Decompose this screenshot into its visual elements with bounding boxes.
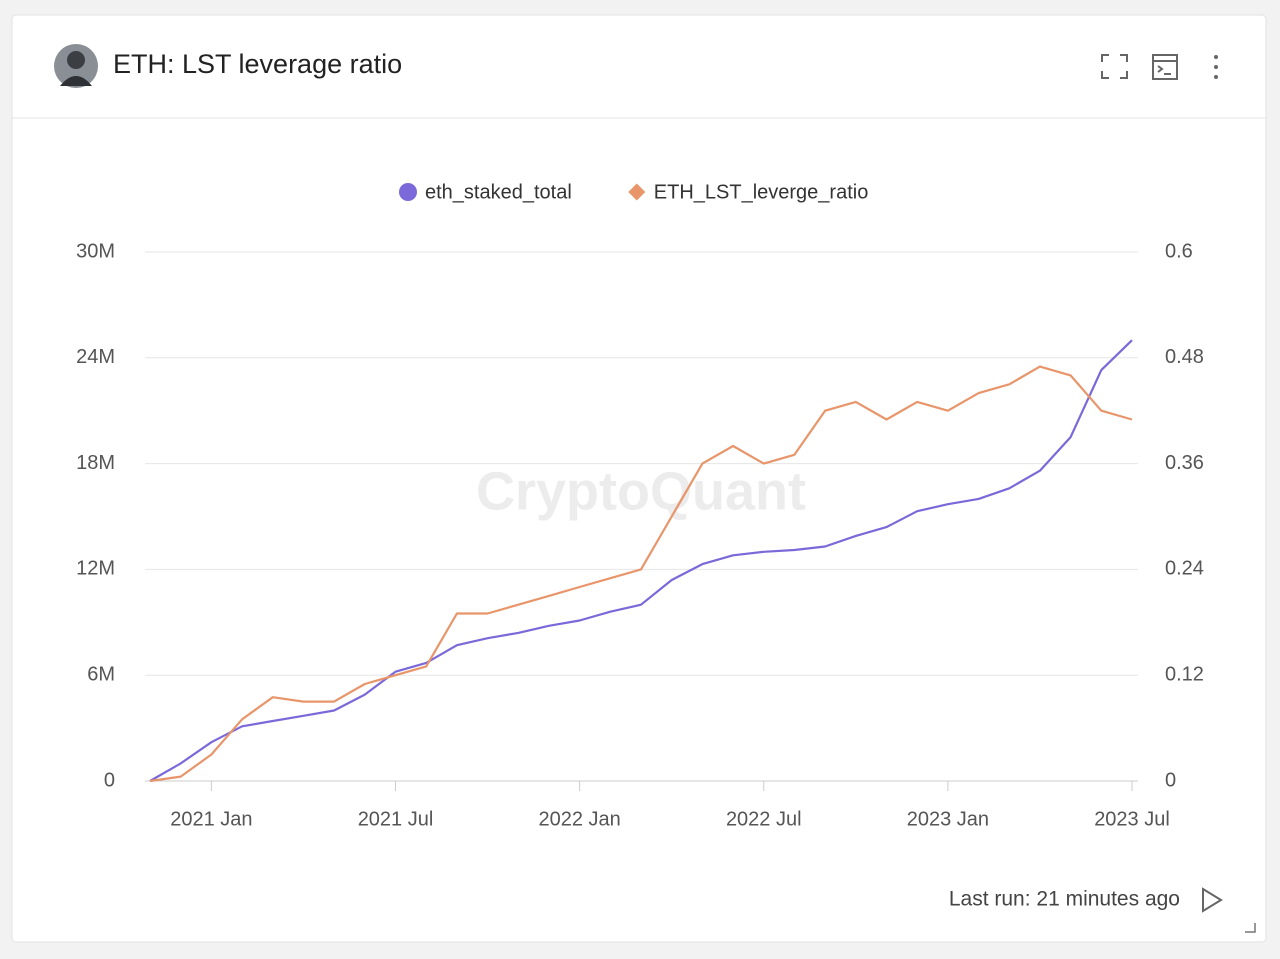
card [11,14,1267,943]
card-title: ETH: LST leverage ratio [113,49,402,79]
y2-tick-label: 0.6 [1165,240,1193,262]
console-icon[interactable] [1152,54,1178,80]
resize-handle[interactable] [1245,923,1256,933]
x-tick-label: 2021 Jan [170,808,252,830]
series-line [149,339,1133,782]
y2-tick-label: 0.12 [1165,663,1204,685]
last-run: Last run: 21 minutes ago [949,888,1180,911]
legend-marker [399,183,417,201]
x-tick-label: 2022 Jan [538,808,620,830]
y-tick-label: 24M [76,346,115,368]
menu-icon[interactable] [1214,55,1218,79]
avatar-body [60,76,92,86]
y-tick-label: 0 [104,769,115,791]
y2-tick-label: 0.36 [1165,452,1204,474]
series-line [149,365,1133,783]
y-tick-label: 30M [76,240,115,262]
y2-tick-label: 0.24 [1165,558,1204,580]
x-tick-label: 2021 Jul [358,808,434,830]
watermark: CryptoQuant [476,461,806,521]
y2-tick-label: 0.48 [1165,346,1204,368]
y-tick-label: 18M [76,452,115,474]
y2-tick-label: 0 [1165,769,1176,791]
x-tick-label: 2023 Jan [907,808,989,830]
y-tick-label: 12M [76,558,115,580]
x-tick-label: 2022 Jul [726,808,802,830]
x-tick-label: 2023 Jul [1094,808,1170,830]
legend-label: eth_staked_total [425,181,572,203]
y-tick-label: 6M [87,663,115,685]
run-button[interactable] [1202,887,1223,913]
fullscreen-icon[interactable] [1101,54,1128,79]
legend-marker [628,183,646,201]
legend-label: ETH_LST_leverge_ratio [654,181,869,203]
avatar-head [67,51,85,69]
